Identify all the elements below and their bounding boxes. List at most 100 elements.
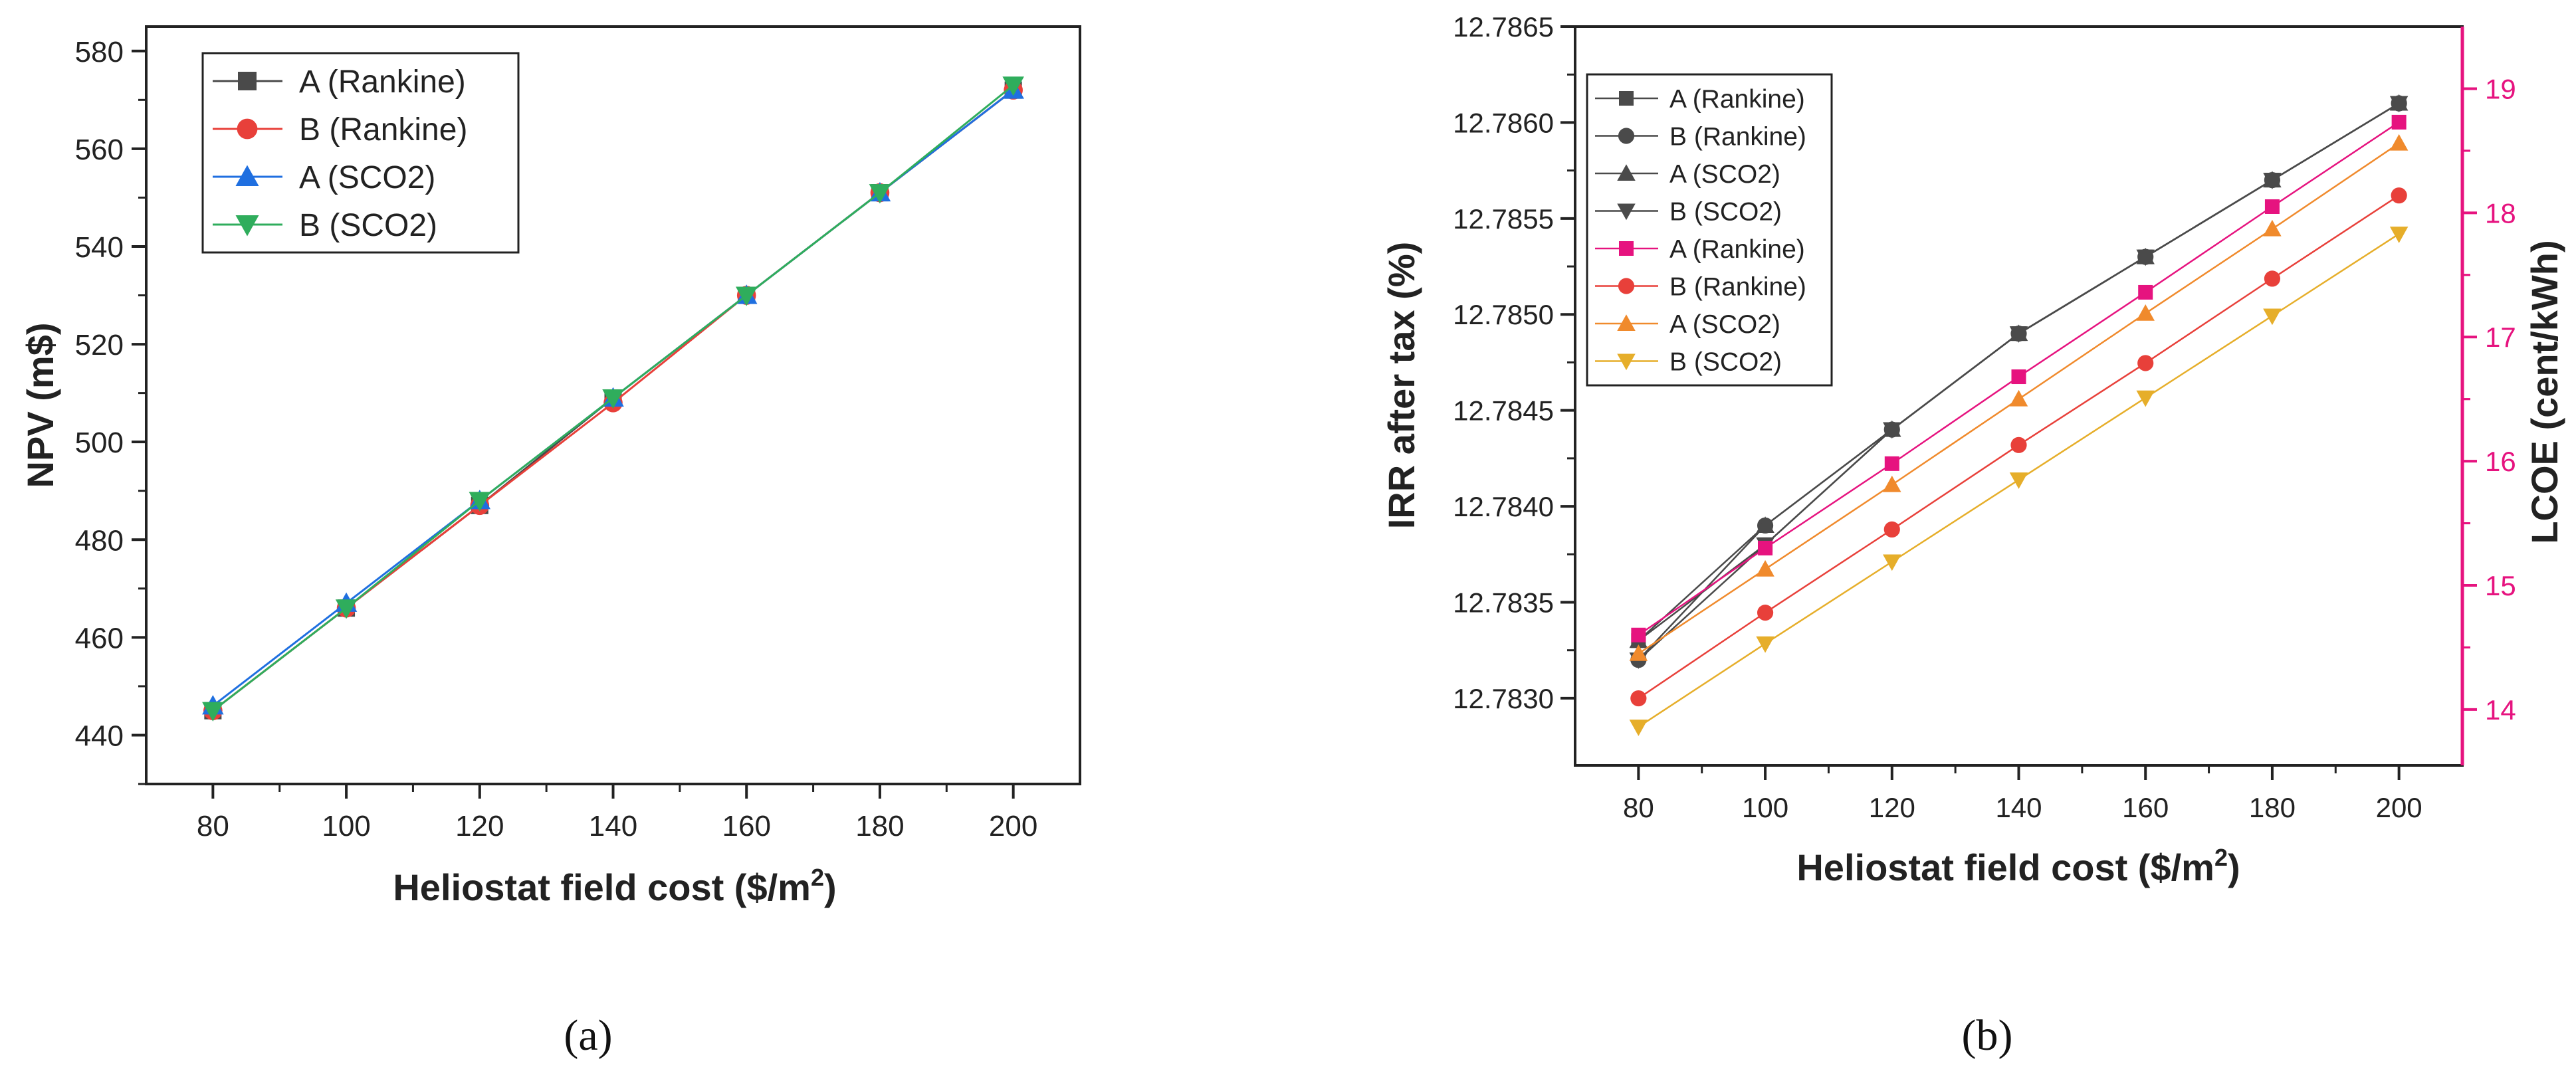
chart-b-legend-label: A (Rankine) — [1669, 235, 1805, 264]
chart-b-legend-label: A (SCO2) — [1669, 310, 1780, 339]
chart-b-series — [1629, 94, 2409, 736]
chart-b-y-tick-label: 12.7840 — [1453, 491, 1554, 522]
chart-b-x-tick-label: 200 — [2376, 792, 2422, 823]
chart-b-point — [1884, 456, 1899, 471]
chart-a-y-tick-label: 440 — [75, 720, 124, 752]
chart-b-legend-label: B (SCO2) — [1669, 198, 1782, 227]
chart-b-point — [1756, 516, 1774, 533]
chart-a-y-tick-label: 500 — [75, 427, 124, 459]
chart-b-y2-axis-label: LCOE (cent/kWh) — [2523, 240, 2565, 543]
chart-b-point — [2137, 355, 2154, 371]
chart-b-y2-tick-label: 17 — [2485, 322, 2516, 353]
chart-b-series-right-b-rankine — [1630, 187, 2407, 707]
chart-a-legend-label: A (Rankine) — [299, 64, 466, 100]
chart-b-point — [2264, 270, 2281, 287]
chart-b-y2-tick-label: 15 — [2485, 570, 2516, 601]
chart-a-legend-marker — [235, 215, 259, 237]
chart-b-point — [1883, 475, 1901, 492]
chart-b-legend-marker — [1618, 278, 1635, 294]
chart-a-legend: A (Rankine) B (Rankine) A (SCO2) B (SCO2) — [201, 52, 520, 254]
chart-a-x-tick-label: 100 — [322, 810, 370, 842]
chart-b-y-tick-label: 12.7830 — [1453, 683, 1554, 714]
chart-a-point — [869, 184, 891, 204]
chart-a-legend-label: B (SCO2) — [299, 208, 437, 243]
chart-a-legend-marker — [238, 72, 257, 90]
chart-b-series-right-a-sco2 — [1629, 134, 2409, 661]
chart-b-point — [2389, 227, 2409, 243]
chart-a-x-ticks: 80 100 120 140 160 180 200 — [197, 784, 1037, 842]
chart-b-point — [1883, 521, 1900, 538]
chart-b-point — [1629, 644, 1648, 661]
chart-b-x-tick-label: 160 — [2122, 792, 2169, 823]
chart-b: 80 100 120 140 160 180 200 12.783012.783512.78… — [1380, 11, 2565, 888]
chart-a-point — [602, 389, 624, 409]
chart-b-x-tick-label: 80 — [1623, 792, 1654, 823]
chart-a-legend-label: B (Rankine) — [299, 112, 467, 147]
chart-b-y2-tick-label: 14 — [2485, 694, 2516, 726]
chart-b-point — [2263, 308, 2282, 326]
panel-label-b: (b) — [1962, 1011, 2013, 1060]
chart-a-y-tick-label: 480 — [75, 524, 124, 557]
chart-b-point — [2391, 187, 2407, 204]
chart-b-point — [2009, 472, 2028, 489]
chart-b-legend-label: A (Rankine) — [1669, 85, 1805, 114]
chart-a-y-tick-label: 580 — [75, 36, 124, 68]
chart-b-legend-marker — [1617, 164, 1636, 181]
chart-b-x-tick-label: 100 — [1742, 792, 1788, 823]
chart-a-point — [1002, 76, 1024, 96]
chart-a-y-tick-label: 560 — [75, 134, 124, 166]
chart-b-legend-marker — [1617, 203, 1636, 221]
chart-a-legend-label: A (SCO2) — [299, 160, 435, 195]
chart-b-x-tick-label: 120 — [1869, 792, 1915, 823]
chart-b-point — [2389, 96, 2409, 113]
panel-label-a: (a) — [564, 1011, 612, 1060]
chart-b-legend-label: A (SCO2) — [1669, 160, 1780, 189]
chart-b-y-tick-label: 12.7845 — [1453, 395, 1554, 427]
chart-b-y2-tick-label: 16 — [2485, 446, 2516, 477]
chart-a-y-ticks: 440 460 480 500 520 540 560 580 — [75, 36, 146, 785]
chart-b-point — [2009, 389, 2028, 407]
chart-b-series-right-a-rankine — [1631, 114, 2407, 642]
chart-b-point — [2264, 199, 2280, 214]
chart-b-y2-tick-label: 19 — [2485, 73, 2516, 104]
chart-a-x-tick-label: 180 — [855, 810, 904, 842]
chart-b-point — [1630, 690, 1647, 707]
chart-a-legend-marker — [235, 165, 259, 186]
chart-b-point — [2391, 114, 2407, 130]
chart-b-point — [2389, 134, 2409, 151]
chart-b-point — [1883, 422, 1901, 439]
chart-b-point — [1629, 720, 1648, 736]
chart-b-point — [1758, 540, 1773, 555]
chart-a-y-tick-label: 460 — [75, 622, 124, 654]
chart-b-point — [2136, 304, 2155, 321]
chart-b-point — [2263, 173, 2282, 189]
chart-b-x-tick-label: 180 — [2249, 792, 2296, 823]
chart-b-point — [1883, 554, 1901, 571]
chart-b-legend-label: B (Rankine) — [1669, 123, 1806, 151]
chart-a-series — [202, 76, 1024, 722]
chart-b-legend-marker — [1619, 91, 1634, 106]
chart-b-point — [2011, 369, 2026, 385]
chart-b-point — [1756, 636, 1774, 653]
chart-b-point — [2136, 390, 2155, 407]
chart-a-point — [735, 286, 758, 306]
chart-a-point — [335, 599, 358, 619]
chart-b-legend-label: B (SCO2) — [1669, 348, 1782, 377]
chart-b-point — [2263, 219, 2282, 237]
chart-b-point — [1757, 605, 1774, 621]
chart-b-y-tick-label: 12.7835 — [1453, 587, 1554, 618]
chart-b-y-tick-label: 12.7860 — [1453, 107, 1554, 138]
chart-b-legend-marker — [1619, 241, 1634, 256]
chart-b-y-tick-label: 12.7865 — [1453, 11, 1554, 43]
chart-a-y-axis-label: NPV (m$) — [19, 323, 61, 488]
chart-b-x-axis-label: Heliostat field cost ($/m2) — [1796, 844, 2240, 888]
chart-b-legend-label: B (Rankine) — [1669, 273, 1806, 302]
chart-a-point — [202, 702, 224, 722]
chart-a-x-tick-label: 140 — [589, 810, 637, 842]
chart-b-y-tick-label: 12.7855 — [1453, 203, 1554, 235]
chart-a-x-tick-label: 200 — [989, 810, 1037, 842]
chart-b-point — [1631, 627, 1646, 642]
chart-b-y-tick-label: 12.7850 — [1453, 299, 1554, 330]
chart-b-legend: A (Rankine) B (Rankine) A (SCO2) B (SCO2) A … — [1586, 73, 1833, 387]
